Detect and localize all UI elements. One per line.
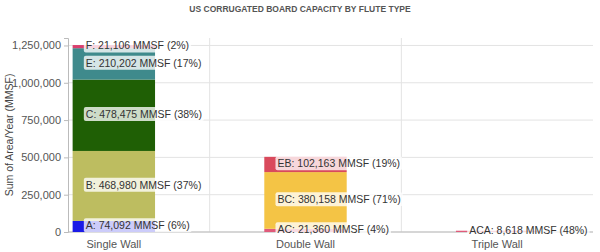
y-axis-title: Sum of Area/Year (MMSF) [3,74,15,197]
grid [68,38,593,232]
data-label: C: 478,475 MMSF (38%) [86,108,202,120]
chart-title: US CORRUGATED BOARD CAPACITY BY FLUTE TY… [189,4,411,14]
data-label: B: 468,980 MMSF (37%) [86,179,202,191]
y-tick: 500,000 [21,151,68,163]
y-tick-label: 1,250,000 [12,39,61,51]
data-label-group: BC: 380,158 MMSF (71%) [276,192,403,206]
y-tick-label: 0 [55,226,61,238]
data-labels: A: 74,092 MMSF (6%) B: 468,980 MMSF (37%)… [84,38,590,237]
data-label-bg [84,107,204,121]
data-label-bg [276,192,403,206]
data-label: BC: 380,158 MMSF (71%) [278,193,401,205]
data-label-bg [276,222,391,236]
y-tick: 250,000 [21,189,68,201]
y-tick-label: 250,000 [21,189,61,201]
data-label-group: EB: 102,163 MMSF (19%) [276,156,403,170]
chart: US CORRUGATED BOARD CAPACITY BY FLUTE TY… [0,0,600,252]
y-axis: 0 250,000 500,000 750,000 1,000,000 1,250,000 [12,39,68,239]
data-label: EB: 102,163 MMSF (19%) [278,157,401,169]
data-label-bg [84,56,204,70]
data-label: E: 210,202 MMSF (17%) [86,57,202,69]
category-divider [209,38,210,232]
y-tick-mark [64,120,68,121]
x-tick-label: Double Wall [276,238,335,250]
data-label: A: 74,092 MMSF (6%) [86,219,190,231]
y-tick-mark [64,157,68,158]
data-label-group: AC: 21,360 MMSF (4%) [276,222,391,236]
y-tick-label: 750,000 [21,114,61,126]
data-label-bg [84,178,204,192]
data-label-group: F: 21,106 MMSF (2%) [84,38,191,52]
data-label: AC: 21,360 MMSF (4%) [278,223,389,235]
y-tick-mark [64,195,68,196]
data-label-bg [467,223,589,237]
y-tick: 0 [55,226,68,238]
data-label: F: 21,106 MMSF (2%) [86,39,189,51]
data-label-group: A: 74,092 MMSF (6%) [84,218,192,232]
x-tick-label: Triple Wall [472,238,523,250]
data-label: ACA: 8,618 MMSF (48%) [469,224,587,236]
bars [73,45,539,232]
data-label-group: B: 468,980 MMSF (37%) [84,178,204,192]
data-label-group: C: 478,475 MMSF (38%) [84,107,204,121]
data-label-bg [84,218,192,232]
data-label-group: ACA: 8,618 MMSF (48%) [467,223,589,237]
y-tick-mark [64,232,68,233]
y-tick: 1,250,000 [12,39,68,51]
data-label-bg [84,38,191,52]
x-tick: Single Wall [87,232,142,250]
y-tick-label: 1,000,000 [12,77,61,89]
y-tick: 750,000 [21,114,68,126]
y-axis-line [64,39,69,233]
y-tick-label: 500,000 [21,151,61,163]
data-label-group: E: 210,202 MMSF (17%) [84,56,204,70]
x-tick-label: Single Wall [87,238,142,250]
y-tick-mark [64,83,68,84]
y-tick: 1,000,000 [12,77,68,89]
data-label-bg [276,156,403,170]
y-tick-mark [64,45,68,46]
